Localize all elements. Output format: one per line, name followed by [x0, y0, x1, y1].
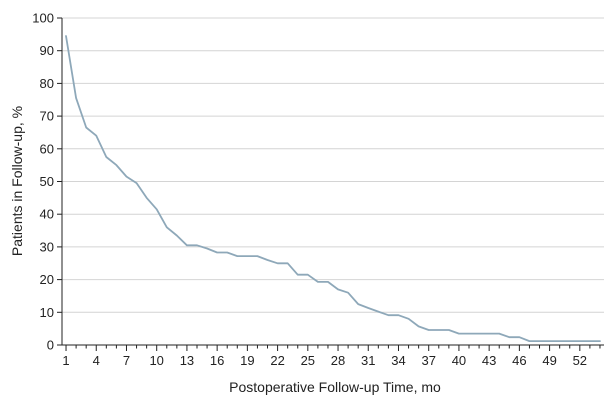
y-tick-label: 90 — [40, 43, 54, 58]
x-tick-label: 49 — [542, 353, 556, 368]
x-tick-label: 22 — [270, 353, 284, 368]
series-line-0 — [65, 35, 601, 343]
y-axis-title: Patients in Follow-up, % — [9, 106, 25, 256]
x-tick-label: 16 — [210, 353, 224, 368]
y-tick-label: 60 — [40, 141, 54, 156]
x-axis-title: Postoperative Follow-up Time, mo — [229, 379, 441, 395]
y-tick-label: 70 — [40, 109, 54, 124]
y-tick-label: 100 — [32, 11, 54, 26]
y-tick-label: 50 — [40, 174, 54, 189]
y-tick-label: 40 — [40, 207, 54, 222]
x-tick-label: 19 — [240, 353, 254, 368]
x-tick-label: 37 — [421, 353, 435, 368]
x-tick-label: 40 — [452, 353, 466, 368]
x-tick-label: 10 — [149, 353, 163, 368]
x-tick-label: 25 — [301, 353, 315, 368]
x-tick-label: 46 — [512, 353, 526, 368]
x-axis: 1 4 7 10 13 16 19 22 25 28 31 34 37 40 43 46 49 52 — [62, 344, 604, 368]
y-tick-label: 20 — [40, 272, 54, 287]
x-tick-label: 52 — [573, 353, 587, 368]
x-tick-label: 34 — [391, 353, 405, 368]
y-tick-label: 0 — [47, 338, 54, 353]
x-tick-label: 28 — [331, 353, 345, 368]
x-tick-label: 4 — [93, 353, 100, 368]
series-group — [65, 35, 601, 343]
y-axis: 0 10 20 30 40 50 60 70 80 90 100 — [32, 11, 63, 353]
y-tick-label: 80 — [40, 76, 54, 91]
x-tick-label: 13 — [180, 353, 194, 368]
x-tick-label: 31 — [361, 353, 375, 368]
y-tick-label: 30 — [40, 239, 54, 254]
y-tick-label: 10 — [40, 305, 54, 320]
x-tick-label: 1 — [62, 353, 69, 368]
gridlines — [62, 17, 604, 313]
x-tick-label: 7 — [123, 353, 130, 368]
x-tick-label: 43 — [482, 353, 496, 368]
